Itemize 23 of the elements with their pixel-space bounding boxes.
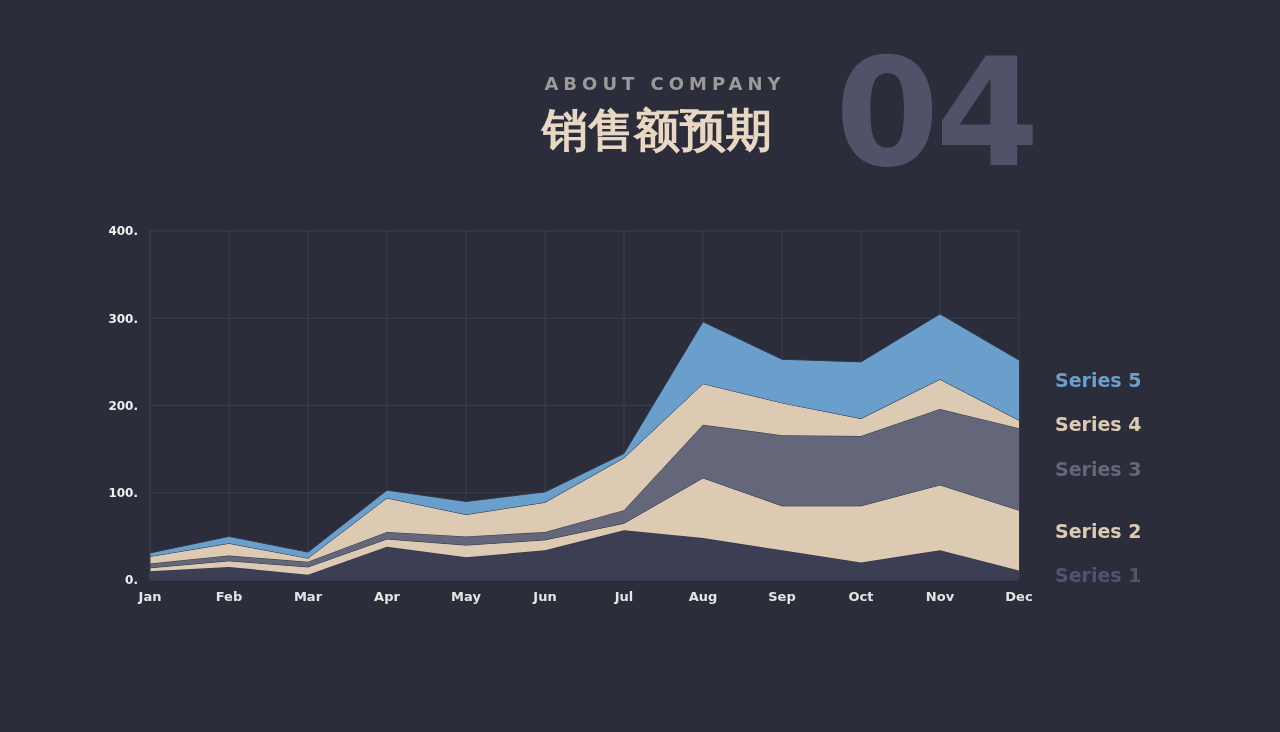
series-label: Series 4 bbox=[1055, 413, 1142, 436]
x-tick-label: Mar bbox=[293, 589, 323, 605]
x-tick-label: Oct bbox=[848, 589, 874, 605]
x-tick-label: Feb bbox=[215, 589, 243, 605]
x-tick-label: Jul bbox=[613, 589, 634, 605]
series-label: Series 2 bbox=[1055, 520, 1142, 543]
y-tick-label: 200. bbox=[108, 398, 138, 413]
x-tick-label: Dec bbox=[1005, 589, 1033, 605]
y-tick-label: 100. bbox=[108, 486, 138, 501]
x-tick-label: May bbox=[451, 589, 482, 605]
x-tick-label: Jun bbox=[532, 589, 557, 605]
x-tick-label: Sep bbox=[768, 589, 796, 605]
x-tick-label: Nov bbox=[925, 589, 955, 605]
series-label: Series 3 bbox=[1055, 458, 1142, 481]
y-tick-label: 300. bbox=[108, 311, 138, 326]
y-tick-label: 0. bbox=[125, 573, 138, 588]
x-tick-label: Apr bbox=[374, 589, 401, 605]
y-tick-label: 400. bbox=[108, 224, 138, 239]
series-label: Series 5 bbox=[1055, 369, 1142, 392]
x-tick-label: Aug bbox=[688, 589, 718, 605]
chart-subtitle: ABOUT COMPANY bbox=[544, 73, 786, 94]
chart-title: 销售额预期 bbox=[542, 102, 772, 159]
x-tick-label: Jan bbox=[137, 589, 162, 605]
